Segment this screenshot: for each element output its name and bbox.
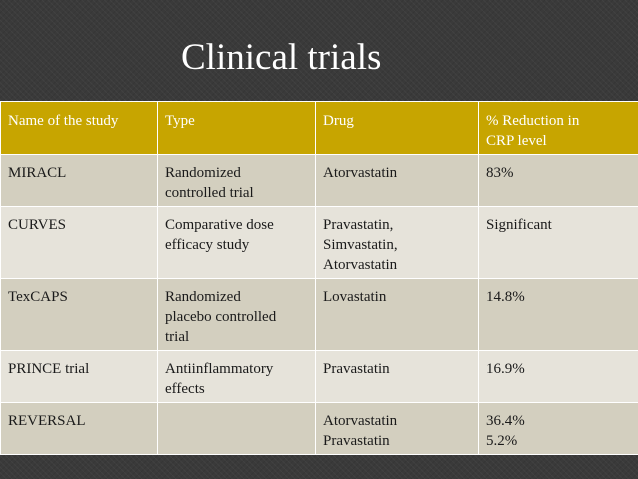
cell-drug: Pravastatin, Simvastatin, Atorvastatin [315,206,479,279]
table-row: PRINCE trial Antiinflammatory effects Pr… [0,350,638,403]
cell-type: Randomized controlled trial [157,154,316,207]
cell-drug: Atorvastatin [315,154,479,207]
header-drug: Drug [315,101,479,155]
cell-crp-reduction: 36.4% 5.2% [478,402,638,455]
cell-type: Antiinflammatory effects [157,350,316,403]
clinical-trials-table: Name of the study Type Drug % Reduction … [0,101,638,455]
cell-type: Randomized placebo controlled trial [157,278,316,351]
cell-drug: Atorvastatin Pravastatin [315,402,479,455]
header-crp-reduction: % Reduction in CRP level [478,101,638,155]
table-row: CURVES Comparative dose efficacy study P… [0,206,638,279]
table-row: REVERSAL Atorvastatin Pravastatin 36.4% … [0,402,638,455]
header-type: Type [157,101,316,155]
table-row: MIRACL Randomized controlled trial Atorv… [0,154,638,207]
header-study-name: Name of the study [0,101,158,155]
table-row: TexCAPS Randomized placebo controlled tr… [0,278,638,351]
cell-study-name: TexCAPS [0,278,158,351]
cell-study-name: MIRACL [0,154,158,207]
cell-crp-reduction: 16.9% [478,350,638,403]
cell-crp-reduction: Significant [478,206,638,279]
cell-study-name: REVERSAL [0,402,158,455]
cell-type: Comparative dose efficacy study [157,206,316,279]
cell-crp-reduction: 14.8% [478,278,638,351]
slide-title: Clinical trials [181,37,382,78]
cell-drug: Pravastatin [315,350,479,403]
cell-crp-reduction: 83% [478,154,638,207]
table-header-row: Name of the study Type Drug % Reduction … [0,101,638,155]
cell-drug: Lovastatin [315,278,479,351]
cell-type [157,402,316,455]
cell-study-name: PRINCE trial [0,350,158,403]
cell-study-name: CURVES [0,206,158,279]
